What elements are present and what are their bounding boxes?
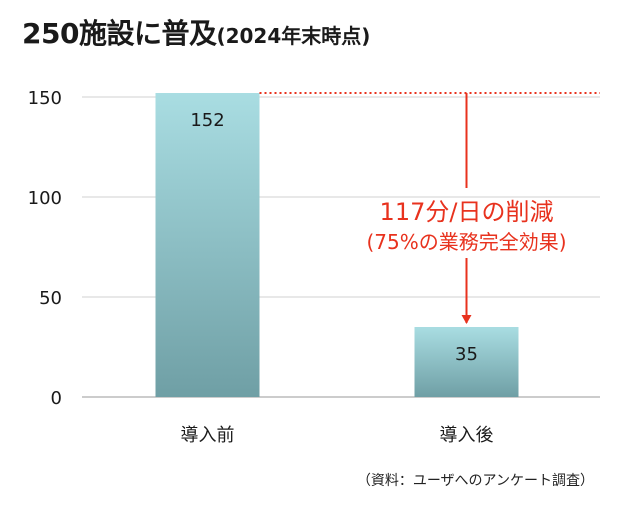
data-label: 35 (455, 344, 478, 365)
x-tick-label: 導入前 (181, 425, 235, 446)
chart-title: 250施設に普及(2024年末時点) (22, 12, 370, 52)
annotation-line2: (75%の業務完全効果) (366, 230, 566, 254)
y-tick-label: 0 (51, 388, 62, 409)
chart-title-main: 250施設に普及 (22, 17, 217, 50)
bars: 152 35 (155, 93, 519, 397)
y-tick-label: 50 (39, 288, 62, 309)
chart-title-sub: (2024年末時点) (216, 24, 371, 48)
bar (414, 327, 519, 397)
y-axis-ticks: 0 50 100 150 (28, 88, 62, 409)
source-note: （資料：ユーザへのアンケート調査） (356, 473, 594, 489)
reduction-annotation: 117分/日の削減 (75%の業務完全効果) (259, 92, 600, 324)
annotation-line1: 117分/日の削減 (380, 198, 554, 226)
x-axis-categories: 導入前 導入後 (181, 425, 494, 446)
x-tick-label: 導入後 (440, 425, 494, 446)
y-tick-label: 100 (28, 188, 62, 209)
data-label: 152 (190, 110, 224, 131)
y-tick-label: 150 (28, 88, 62, 109)
bar (155, 93, 260, 397)
